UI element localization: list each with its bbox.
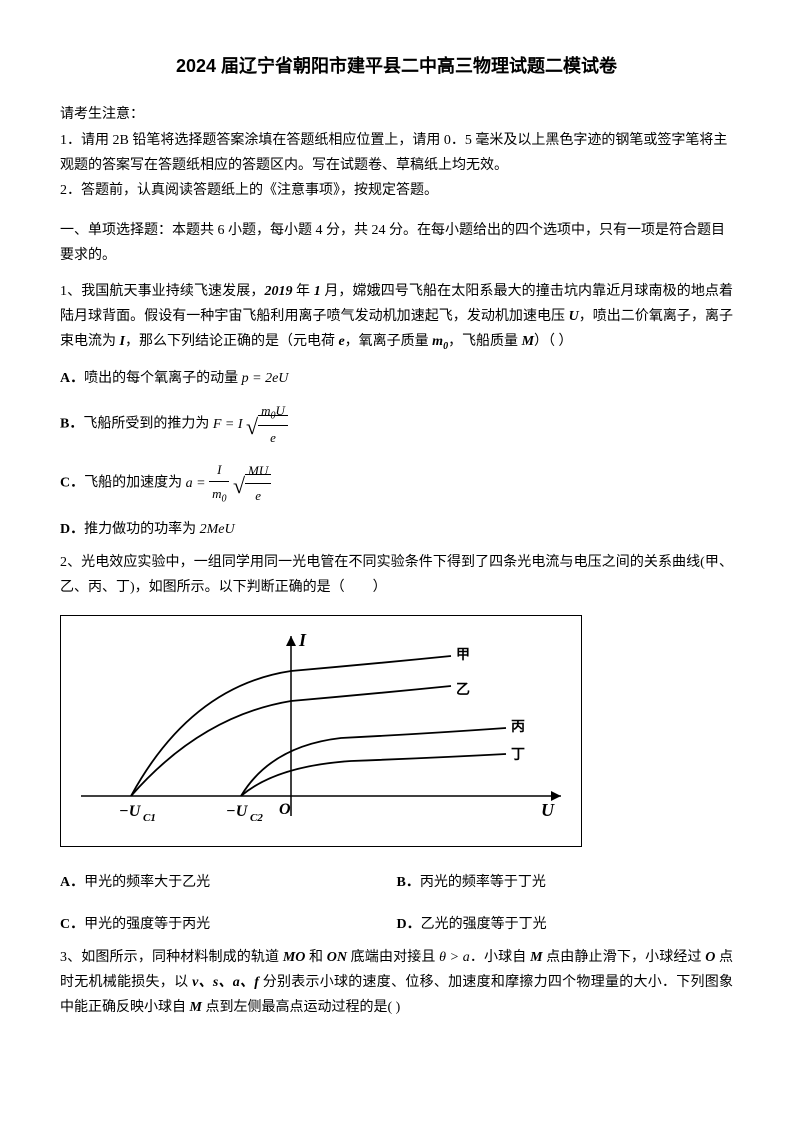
opt-label-a: A． xyxy=(60,371,84,386)
var-M: M xyxy=(522,334,534,349)
q1-text-h: ，氧离子质量 xyxy=(345,334,433,349)
q1-optb-text: 飞船所受到的推力为 xyxy=(83,417,213,432)
notice-1: 1．请用 2B 铅笔将选择题答案涂填在答题纸相应位置上，请用 0．5 毫米及以上… xyxy=(60,128,733,178)
q1-text-c: 年 xyxy=(292,284,313,299)
q2-opt-b: B．丙光的频率等于丁光 xyxy=(397,870,734,895)
q1-month: 1 xyxy=(314,284,321,299)
y-arrow xyxy=(286,636,296,646)
label-bing: 丙 xyxy=(511,719,525,735)
q2-options: A．甲光的频率大于乙光 B．丙光的频率等于丁光 C．甲光的强度等于丙光 D．乙光… xyxy=(60,862,733,944)
var-M3: M xyxy=(190,1000,202,1015)
q1-optc-text: 飞船的加速度为 xyxy=(84,476,186,491)
label-Uc2-sub: C2 xyxy=(250,812,263,824)
q3-text-a: 3、如图所示，同种材料制成的轨道 xyxy=(60,950,283,965)
instructions-block: 请考生注意： 1．请用 2B 铅笔将选择题答案涂填在答题纸相应位置上，请用 0．… xyxy=(60,102,733,203)
q2-opt-a: A．甲光的频率大于乙光 xyxy=(60,870,397,895)
q1-opt-a: A．喷出的每个氧离子的动量 p = 2eU xyxy=(60,366,733,391)
q2-opt-d: D．乙光的强度等于丁光 xyxy=(397,912,734,937)
q1-optb-formula: F = I √m0Ue xyxy=(213,417,288,432)
q1-optd-text: 推力做功的功率为 xyxy=(84,522,200,537)
var-ON: ON xyxy=(327,950,347,965)
q1-opt-d: D．推力做功的功率为 2MeU xyxy=(60,517,733,542)
notice-header: 请考生注意： xyxy=(60,102,733,127)
q2-optd-text: 乙光的强度等于丁光 xyxy=(421,917,547,932)
q1-optc-formula: a = Im0 √MUe xyxy=(186,476,272,491)
q2-opta-text: 甲光的频率大于乙光 xyxy=(84,875,210,890)
question-2: 2、光电效应实验中，一组同学用同一光电管在不同实验条件下得到了四条光电流与电压之… xyxy=(60,550,733,600)
opt-label-c: C． xyxy=(60,476,84,491)
q2-chart: I U O −U C1 −U C2 甲 乙 丙 丁 xyxy=(60,615,582,847)
question-1: 1、我国航天事业持续飞速发展，2019 年 1 月，嫦娥四号飞船在太阳系最大的撞… xyxy=(60,279,733,356)
q1-opta-text: 喷出的每个氧离子的动量 xyxy=(84,371,242,386)
label-Uc1: −U xyxy=(119,803,142,820)
q1-text-j: ）（ ） xyxy=(534,334,573,349)
label-Uc1-sub: C1 xyxy=(143,812,156,824)
var-vsaf: v、s、a、f xyxy=(192,975,259,990)
label-ding: 丁 xyxy=(511,748,525,763)
var-m0: m0 xyxy=(432,334,448,349)
question-3: 3、如图所示，同种材料制成的轨道 MO 和 ON 底端由对接且 θ > a．小球… xyxy=(60,945,733,1021)
q1-optd-formula: 2MeU xyxy=(200,522,235,537)
q1-text-g: ，那么下列结论正确的是（元电荷 xyxy=(125,334,339,349)
section-intro: 一、单项选择题：本题共 6 小题，每小题 4 分，共 24 分。在每小题给出的四… xyxy=(60,218,733,268)
q1-year: 2019 xyxy=(264,284,292,299)
q1-opt-c: C．飞船的加速度为 a = Im0 √MUe xyxy=(60,458,733,509)
opt-label-d: D． xyxy=(60,522,84,537)
q2-optb-text: 丙光的频率等于丁光 xyxy=(420,875,546,890)
var-U: U xyxy=(569,309,579,324)
label-I: I xyxy=(298,630,307,650)
q1-text-a: 1、我国航天事业持续飞速发展， xyxy=(60,284,264,299)
q3-text-b: 和 xyxy=(305,950,326,965)
var-theta: θ > a xyxy=(439,950,470,965)
q1-opt-b: B．飞船所受到的推力为 F = I √m0Ue xyxy=(60,399,733,450)
label-Uc2: −U xyxy=(226,803,249,820)
label-jia: 甲 xyxy=(456,647,470,663)
var-O2: O xyxy=(705,950,715,965)
exam-title: 2024 届辽宁省朝阳市建平县二中高三物理试题二模试卷 xyxy=(60,50,733,82)
q1-opta-formula: p = 2eU xyxy=(242,371,289,386)
q3-text-d: ．小球自 xyxy=(470,950,530,965)
label-U: U xyxy=(541,800,555,820)
q3-text-h: 点到左侧最高点运动过程的是( ) xyxy=(202,1000,400,1015)
q3-text-e: 点由静止滑下，小球经过 xyxy=(543,950,706,965)
opt-label-b: B． xyxy=(60,417,83,432)
chart-svg: I U O −U C1 −U C2 甲 乙 丙 丁 xyxy=(61,616,581,846)
curve-bing xyxy=(241,728,506,796)
var-M2: M xyxy=(530,950,542,965)
q3-text-c: 底端由对接且 xyxy=(347,950,439,965)
curve-ding xyxy=(241,754,506,796)
var-MO: MO xyxy=(283,950,306,965)
q1-text-i: ，飞船质量 xyxy=(448,334,522,349)
notice-2: 2．答题前，认真阅读答题纸上的《注意事项》，按规定答题。 xyxy=(60,178,733,203)
q2-optc-text: 甲光的强度等于丙光 xyxy=(84,917,210,932)
label-O: O xyxy=(279,801,291,818)
label-yi: 乙 xyxy=(456,682,470,698)
q2-opt-c: C．甲光的强度等于丙光 xyxy=(60,912,397,937)
